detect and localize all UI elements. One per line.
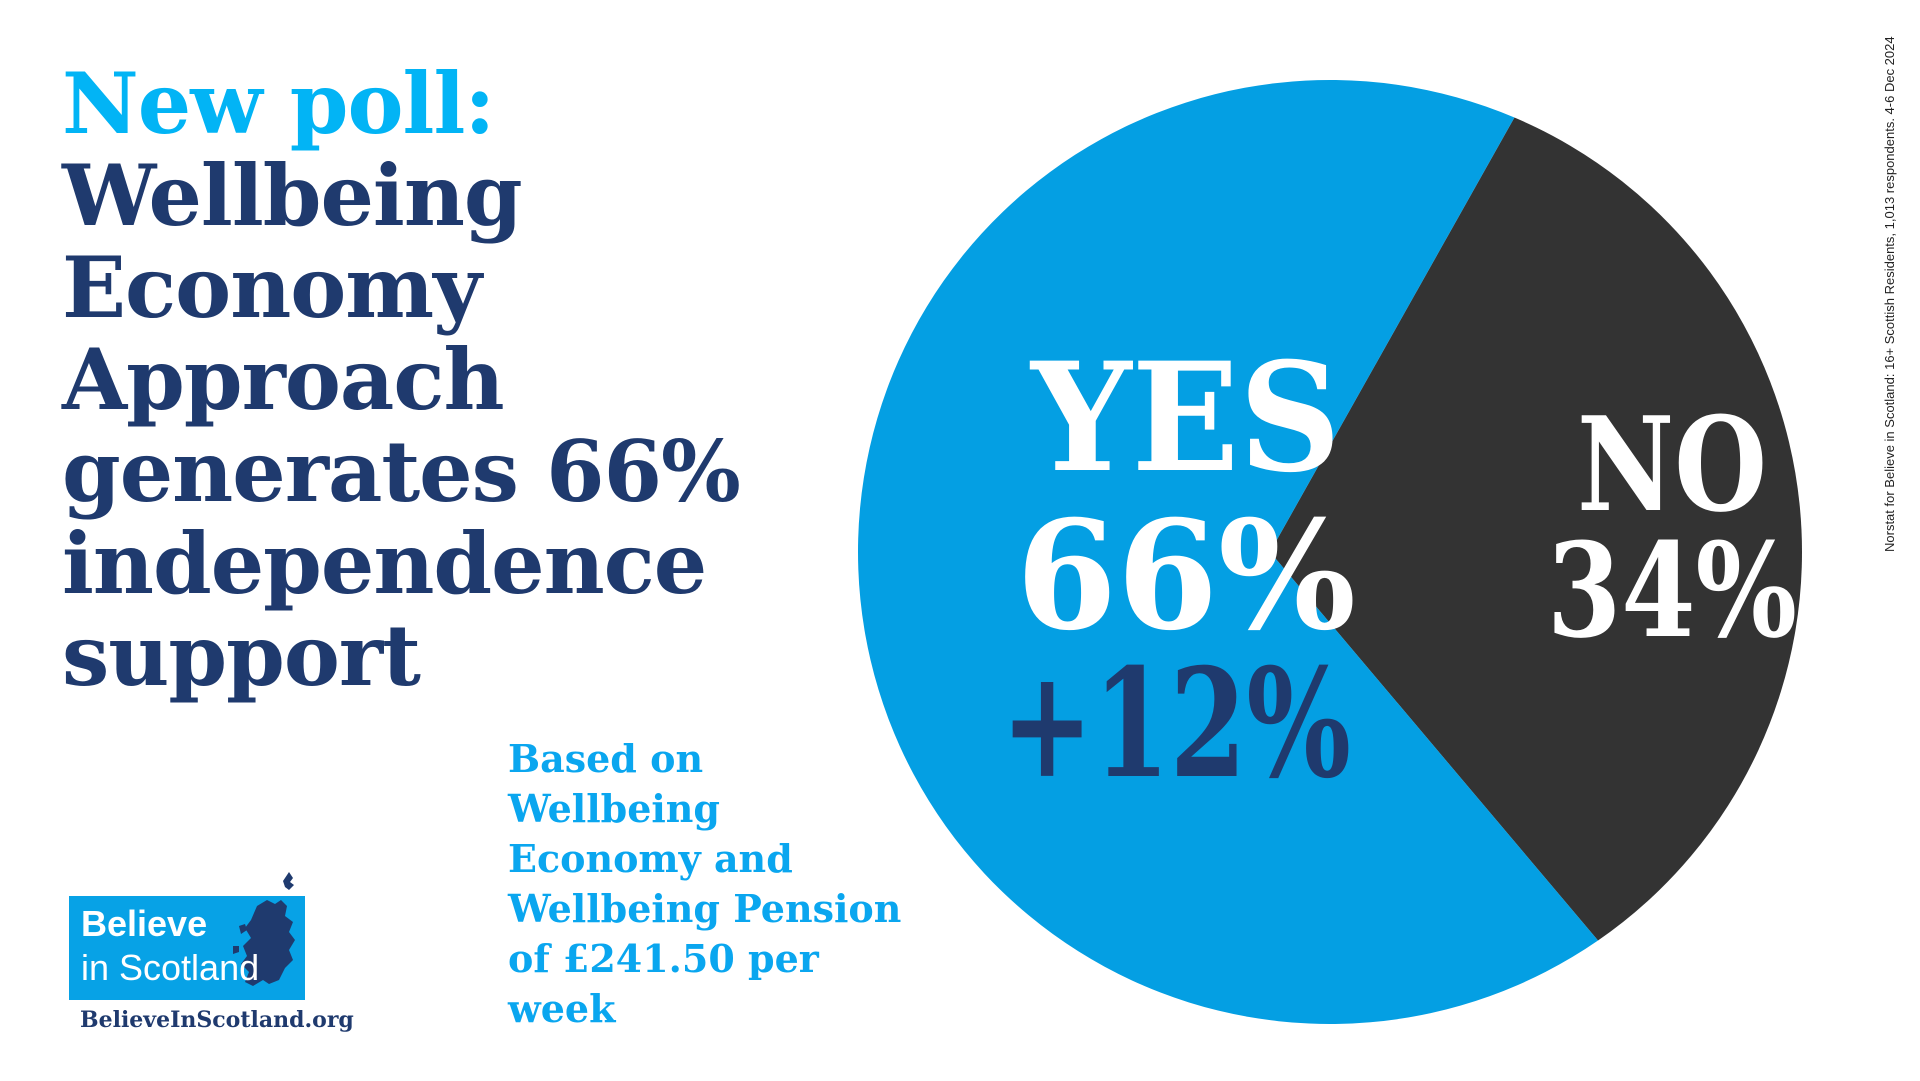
subnote-line: Economy and <box>508 836 793 881</box>
headline: New poll: Wellbeing Economy Approach gen… <box>62 54 741 705</box>
logo-url[interactable]: BelieveInScotland.org <box>80 1007 354 1033</box>
headline-line: Economy <box>62 238 482 337</box>
headline-line: Wellbeing <box>62 146 523 245</box>
pie-slice-no <box>1270 117 1802 941</box>
logo-line-1: Believe <box>81 903 208 944</box>
headline-line: generates 66% <box>62 422 741 521</box>
no-label: NO <box>1577 388 1767 541</box>
headline-line: independence <box>62 514 707 613</box>
yes-value: 66% <box>1016 488 1356 664</box>
yes-change: +12% <box>1001 636 1351 812</box>
logo: Believe in Scotland <box>69 872 305 1000</box>
subnote-line: of £241.50 per week <box>508 936 819 1031</box>
subnote-line: Wellbeing Pension <box>508 886 902 931</box>
logo-line-2: in Scotland <box>81 947 260 988</box>
subnote: Based on Wellbeing Economy and Wellbeing… <box>508 734 908 1034</box>
scotland-map-icon <box>233 872 295 986</box>
headline-line-1: New poll: <box>62 54 495 153</box>
no-value: 34% <box>1547 514 1797 667</box>
subnote-line: Based on Wellbeing <box>508 736 721 831</box>
headline-line: support <box>62 606 421 705</box>
yes-label: YES <box>1029 330 1341 506</box>
headline-line: Approach <box>62 330 505 429</box>
pie-slice-yes <box>858 80 1599 1025</box>
logo-text: Believe in Scotland <box>81 902 259 990</box>
